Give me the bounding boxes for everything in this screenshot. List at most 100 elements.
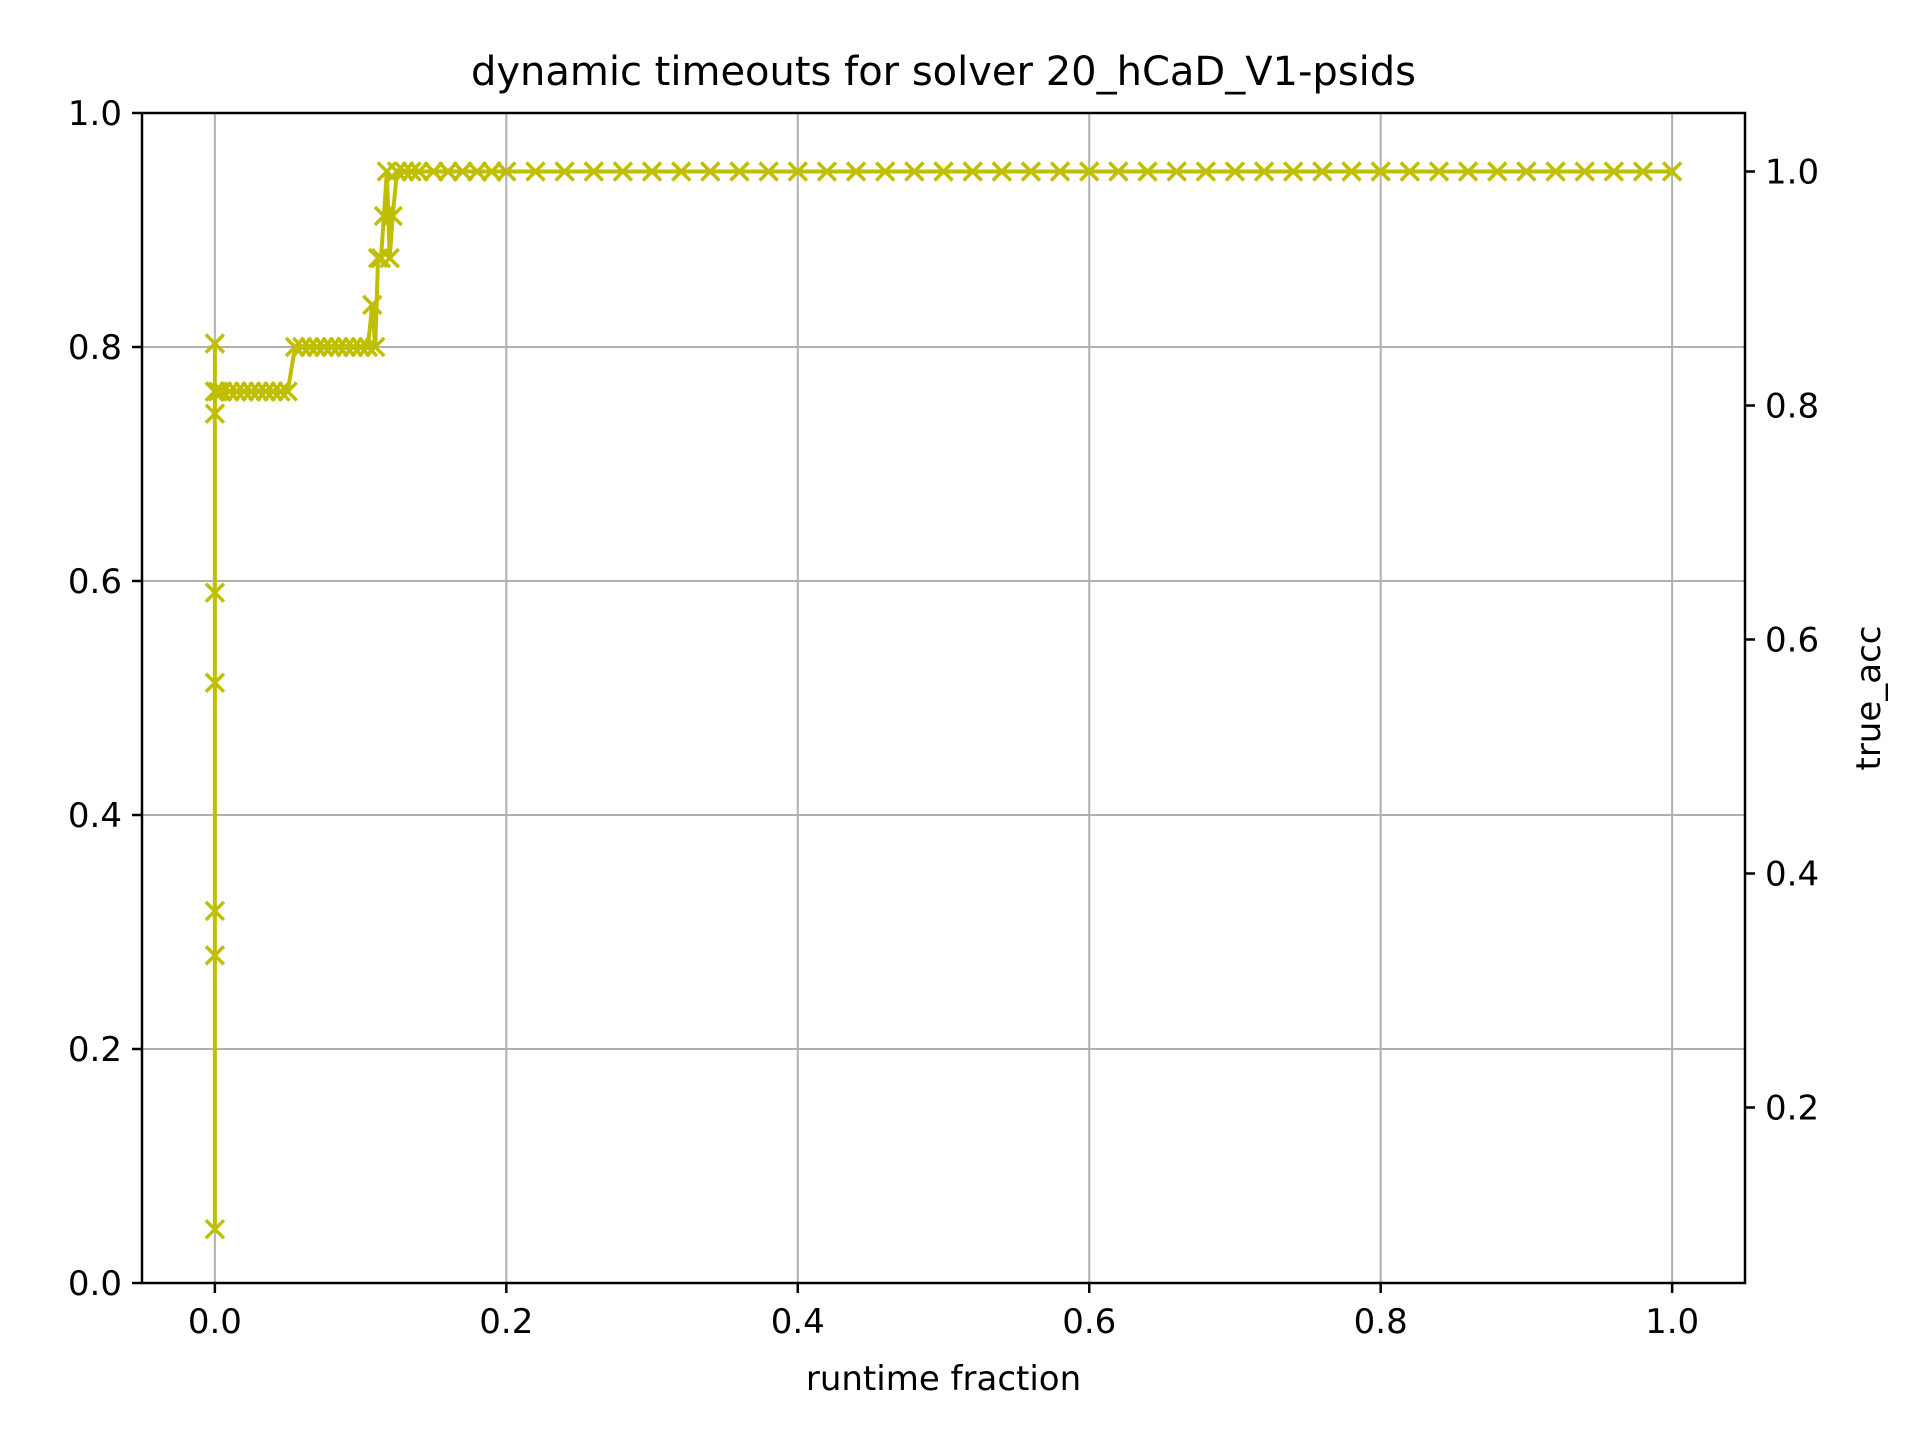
marker-stroke [991,161,1013,182]
marker-stroke [394,161,415,182]
marker-stroke [1428,161,1450,182]
plot-frame [140,111,1747,1285]
marker-stroke [401,161,422,182]
data-point-marker [211,381,233,402]
x-tick-label: 0.8 [1354,1302,1408,1342]
y-tick-label: 0.6 [68,562,122,602]
y2-tick-label: 0.2 [1765,1089,1819,1129]
marker-stroke [219,381,240,402]
y2-tick-label: 1.0 [1765,153,1819,193]
data-point-marker [382,205,403,227]
marker-stroke [1195,161,1217,182]
marker-stroke [700,161,721,182]
data-point-marker [343,336,364,358]
data-point-marker [262,381,284,402]
marker-stroke [1253,161,1275,182]
marker-stroke [292,336,313,358]
marker-stroke [204,1218,226,1240]
x-tick-label: 0.2 [479,1302,533,1342]
data-point-marker [204,333,226,354]
marker-stroke [1166,161,1187,182]
marker-stroke [306,336,328,358]
marker-stroke [1457,161,1479,182]
data-point-marker [401,161,422,182]
marker-stroke [845,161,867,182]
marker-stroke [612,161,634,182]
data-point-marker [1020,161,1042,182]
marker-stroke [262,381,284,402]
data-point-marker [370,247,392,269]
marker-stroke [1049,161,1071,182]
data-point-marker [364,336,386,358]
marker-stroke [357,336,379,358]
marker-stroke [270,381,291,402]
data-point-marker [241,381,262,402]
data-point-marker [525,161,546,182]
marker-stroke [233,381,255,402]
x-tick-label: 0.4 [771,1302,825,1342]
data-point-marker [204,582,226,603]
data-point-marker [255,381,277,402]
marker-stroke [1283,161,1304,182]
marker-stroke [386,161,408,182]
data-point-marker [1341,161,1362,182]
marker-stroke [408,161,430,182]
data-point-marker [991,161,1013,182]
data-point-marker [845,161,867,182]
marker-stroke [1661,161,1683,182]
marker-stroke [255,381,277,402]
data-point-marker [816,161,838,182]
marker-stroke [313,336,335,358]
y-tick-label: 0.2 [68,1030,122,1070]
data-point-marker [306,336,328,358]
data-point-marker [452,161,473,182]
data-point-marker [277,381,298,402]
data-point-marker [248,381,269,402]
data-point-marker [933,161,954,182]
y2-tick-label: 0.8 [1765,387,1819,427]
data-point-marker [321,336,342,358]
marker-stroke [370,247,392,269]
data-point-marker [641,161,663,182]
data-point-marker [1137,161,1158,182]
data-point-marker [373,205,395,227]
marker-stroke [1545,161,1566,182]
marker-stroke [641,161,663,182]
data-point-marker [1487,161,1508,182]
marker-stroke [1108,161,1129,182]
data-point-marker [299,336,320,358]
marker-stroke [204,582,226,603]
marker-stroke [554,161,575,182]
data-point-marker [292,336,313,358]
y-tick-label: 0.4 [68,796,122,836]
marker-stroke [382,205,403,227]
data-point-marker [1108,161,1129,182]
marker-stroke [1487,161,1508,182]
data-point-marker [362,294,383,316]
marker-stroke [362,294,383,316]
data-point-marker [612,161,634,182]
data-point-marker [1370,161,1391,182]
marker-stroke [1399,161,1421,182]
chart-title: dynamic timeouts for solver 20_hCaD_V1-p… [471,49,1416,95]
data-point-marker [496,161,517,182]
data-point-marker [962,161,983,182]
y2-tick-label: 0.6 [1765,621,1819,661]
data-point-marker [1399,161,1421,182]
marker-stroke [1078,161,1100,182]
data-point-marker [379,247,400,269]
grid-lines [142,112,1745,1284]
marker-stroke [496,161,517,182]
marker-stroke [321,336,342,358]
marker-stroke [437,161,459,182]
data-point-marker [204,381,226,402]
data-point-marker [1253,161,1275,182]
data-point-marker [233,381,255,402]
data-point-marker [1428,161,1450,182]
marker-stroke [241,381,262,402]
data-point-marker [219,381,240,402]
data-point-marker [350,336,371,358]
marker-stroke [874,161,896,182]
data-point-marker [1049,161,1071,182]
data-point-marker [313,336,335,358]
